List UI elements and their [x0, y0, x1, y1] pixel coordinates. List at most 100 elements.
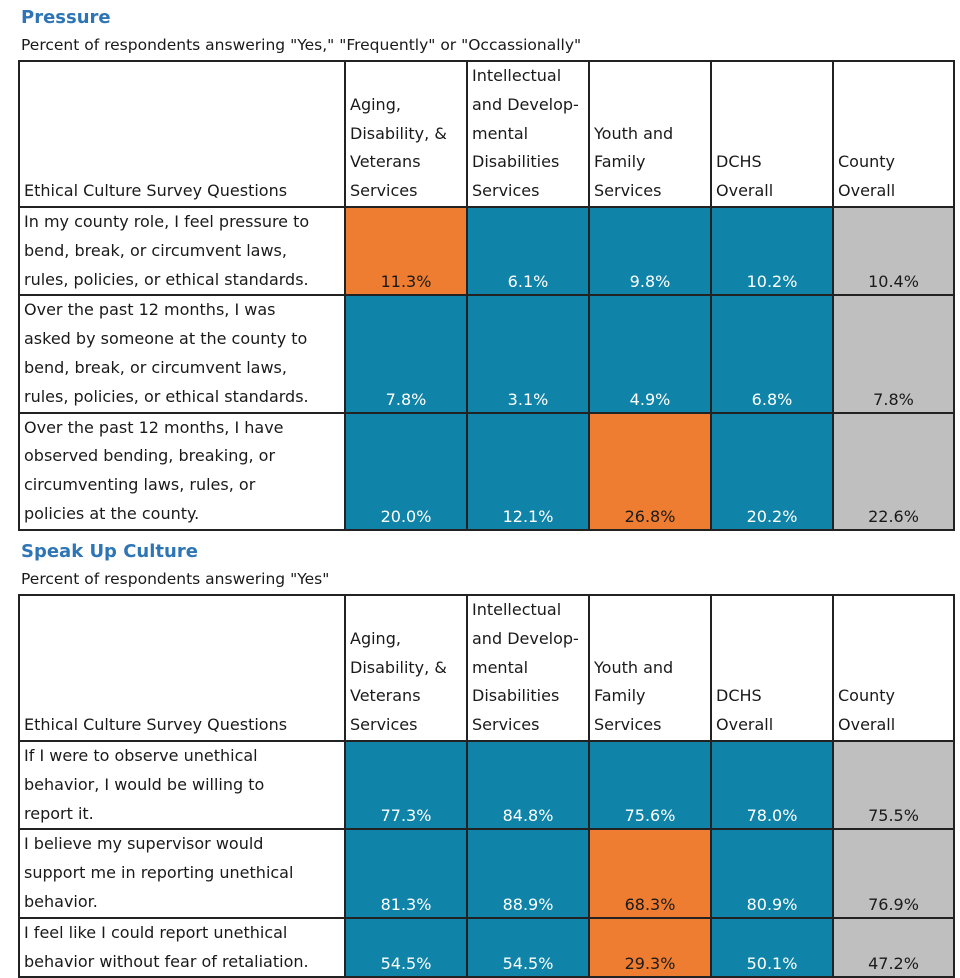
question-line: asked by someone at the county to [24, 329, 308, 349]
header-line: Aging, [350, 94, 401, 114]
table-row: I feel like I could report unethical beha… [18, 916, 955, 978]
header-line: Intellectual [472, 600, 562, 619]
header-line: and Develop- [472, 628, 579, 648]
section-title: Speak Up Culture [21, 541, 198, 562]
header-line: Veterans [350, 686, 421, 706]
value-cell: 3.1% [466, 294, 590, 414]
value-cell: 78.0% [710, 739, 834, 831]
value-cell: 4.9% [588, 294, 712, 414]
header-line: Overall [716, 181, 774, 201]
question-line: bend, break, or circumvent laws, [24, 240, 287, 260]
question-cell: Over the past 12 months, I have observed … [18, 411, 346, 531]
value-cell: 11.3% [344, 205, 468, 297]
column-header-col5: County Overall [832, 594, 955, 742]
question-line: behavior without fear of retaliation. [24, 951, 309, 971]
header-line: Services [350, 715, 418, 735]
value-cell: 22.6% [832, 411, 955, 531]
section-subtitle: Percent of respondents answering "Yes" [21, 570, 330, 588]
value-cell: 20.2% [710, 411, 834, 531]
header-line: Services [472, 715, 540, 735]
question-line: observed bending, breaking, or [24, 446, 276, 466]
value-cell: 9.8% [588, 205, 712, 297]
value-cell: 84.8% [466, 739, 590, 831]
value-cell: 20.0% [344, 411, 468, 531]
header-line: mental [472, 657, 529, 677]
question-cell: Over the past 12 months, I was asked by s… [18, 294, 346, 414]
value-cell: 29.3% [588, 916, 712, 978]
table-row: In my county role, I feel pressure to ben… [18, 205, 955, 297]
value-cell: 6.8% [710, 294, 834, 414]
value-cell: 10.4% [832, 205, 955, 297]
question-line: report it. [24, 803, 94, 823]
header-line: Aging, [350, 628, 401, 648]
header-line: Disability, & [350, 657, 447, 677]
table-row: Over the past 12 months, I was asked by s… [18, 294, 955, 414]
question-cell: I feel like I could report unethical beha… [18, 916, 346, 978]
question-line: I feel like I could report unethical [24, 922, 288, 942]
value-cell: 7.8% [344, 294, 468, 414]
header-line: Family [594, 686, 646, 706]
speak-up-section: Speak Up Culture Percent of respondents … [18, 540, 955, 978]
value-cell: 10.2% [710, 205, 834, 297]
value-cell: 76.9% [832, 828, 955, 919]
pressure-table-body: Ethical Culture Survey Questions Aging, Di… [18, 60, 955, 531]
header-line: Services [594, 715, 662, 735]
question-line: I believe my supervisor would [24, 834, 264, 854]
column-header-col4: DCHS Overall [710, 594, 834, 742]
question-line: rules, policies, or ethical standards. [24, 269, 309, 289]
header-line: DCHS [716, 686, 762, 706]
column-header-col2: Intellectual and Develop-mental Disabiliti… [466, 594, 590, 742]
header-line: Disabilities [472, 152, 560, 172]
value-cell: 26.8% [588, 411, 712, 531]
value-cell: 80.9% [710, 828, 834, 919]
column-header-questions: Ethical Culture Survey Questions [18, 594, 346, 742]
value-cell: 12.1% [466, 411, 590, 531]
value-cell: 88.9% [466, 828, 590, 919]
value-cell: 54.5% [466, 916, 590, 978]
value-cell: 75.6% [588, 739, 712, 831]
header-row: Ethical Culture Survey Questions Aging, Di… [18, 60, 955, 208]
header-line: Overall [838, 181, 896, 201]
question-cell: In my county role, I feel pressure to ben… [18, 205, 346, 297]
header-line: Services [472, 181, 540, 201]
column-header-questions: Ethical Culture Survey Questions [18, 60, 346, 208]
column-header-col1: Aging, Disability, & Veterans Services [344, 60, 468, 208]
question-line: Over the past 12 months, I have [24, 417, 284, 437]
value-cell: 6.1% [466, 205, 590, 297]
column-header-col5: County Overall [832, 60, 955, 208]
header-line: Youth and [594, 123, 674, 143]
section-title: Pressure [21, 7, 111, 28]
question-line: Over the past 12 months, I was [24, 300, 276, 320]
question-line: behavior. [24, 891, 98, 911]
header-line: Intellectual [472, 66, 562, 85]
value-cell: 75.5% [832, 739, 955, 831]
header-line: mental [472, 123, 529, 143]
header-line: Youth and [594, 657, 674, 677]
question-line: support me in reporting unethical [24, 863, 294, 883]
header-line: and Develop- [472, 94, 579, 114]
value-cell: 81.3% [344, 828, 468, 919]
question-line: bend, break, or circumvent laws, [24, 357, 287, 377]
speak-up-table: Ethical Culture Survey Questions Aging, Di… [18, 594, 955, 978]
value-cell: 77.3% [344, 739, 468, 831]
column-header-col4: DCHS Overall [710, 60, 834, 208]
column-header-col2: Intellectual and Develop-mental Disabiliti… [466, 60, 590, 208]
table-row: I believe my supervisor would support me … [18, 828, 955, 919]
table-row: Over the past 12 months, I have observed … [18, 411, 955, 531]
header-line: County [838, 686, 895, 706]
speak-up-table-body: Ethical Culture Survey Questions Aging, Di… [18, 594, 955, 978]
section-subtitle: Percent of respondents answering "Yes," … [21, 36, 582, 54]
header-line: DCHS [716, 152, 762, 172]
column-header-col1: Aging, Disability, & Veterans Services [344, 594, 468, 742]
question-line: policies at the county. [24, 503, 200, 523]
value-cell: 7.8% [832, 294, 955, 414]
header-line: County [838, 152, 895, 172]
question-line: In my county role, I feel pressure to [24, 211, 310, 231]
header-line: Veterans [350, 152, 421, 172]
pressure-section: Pressure Percent of respondents answerin… [18, 6, 955, 531]
column-header-col3: Youth and Family Services [588, 60, 712, 208]
question-line: rules, policies, or ethical standards. [24, 386, 309, 406]
header-line: Services [350, 181, 418, 201]
pressure-table: Ethical Culture Survey Questions Aging, Di… [18, 60, 955, 531]
question-line: If I were to observe unethical [24, 745, 258, 765]
